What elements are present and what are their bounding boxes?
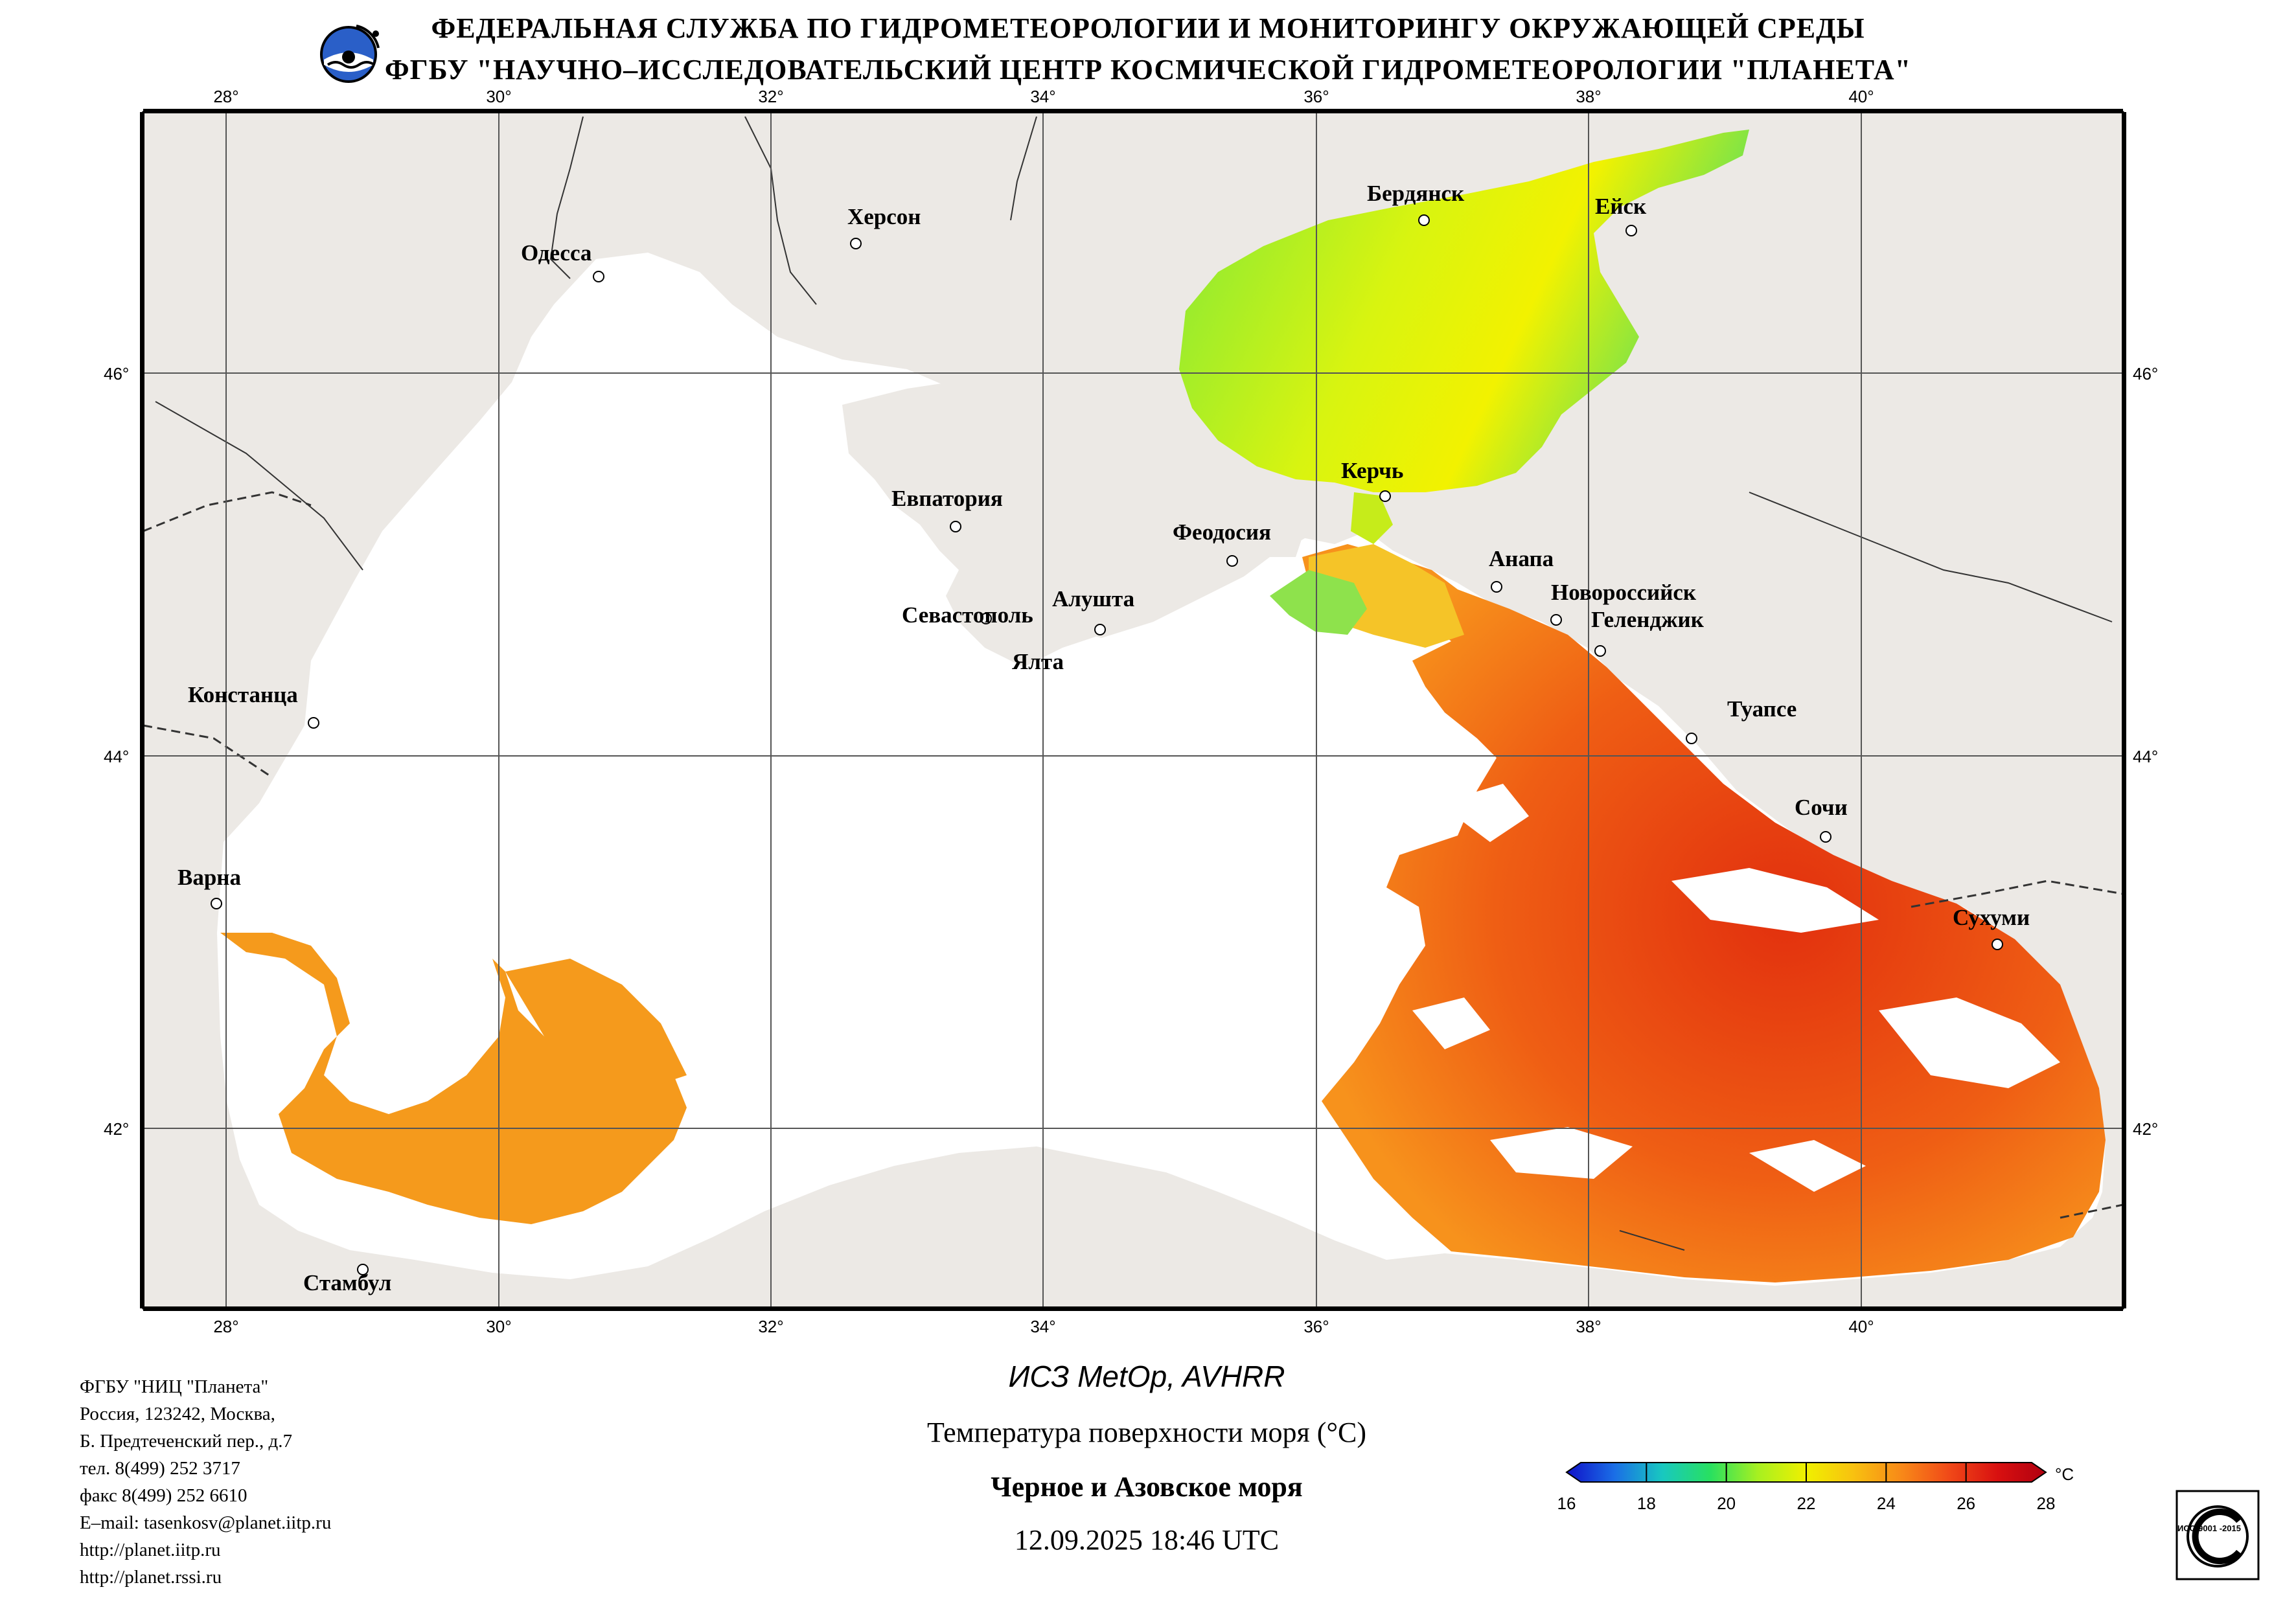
city-label-kherson: Херсон [847,204,921,229]
header-line-1: ФЕДЕРАЛЬНАЯ СЛУЖБА ПО ГИДРОМЕТЕОРОЛОГИИ … [431,12,1865,44]
lon-label-bottom-28: 28° [213,1317,238,1336]
city-label-evpatoria: Евпатория [891,486,1003,511]
lon-label-top-34: 34° [1030,87,1055,106]
city-label-tuapse: Туапсе [1727,696,1797,722]
lat-label-right-44: 44° [2133,747,2158,766]
address-line: E–mail: tasenkosv@planet.iitp.ru [80,1512,332,1533]
lat-label-right-46: 46° [2133,364,2158,383]
planeta-logo-icon [320,25,380,83]
city-label-anapa: Анапа [1489,546,1554,571]
sea-of-azov [1179,130,1749,492]
product-title: Температура поверхности моря (°C) [926,1417,1367,1448]
borders [143,491,2123,1219]
lon-label-top-38: 38° [1576,87,1601,106]
city-label-gelendzhik: Геленджик [1591,607,1705,632]
colorbar-ticks [1646,1463,1967,1482]
city-markers [211,214,2003,1275]
lon-label-top-40: 40° [1848,87,1874,106]
colorbar: 16 18 20 22 24 26 28 °C [1557,1462,2074,1513]
city-label-yalta: Ялта [1012,649,1064,674]
address-line: Россия, 123242, Москва, [80,1404,275,1424]
colorbar-tick-label: 18 [1637,1494,1656,1513]
lon-label-top-32: 32° [758,87,783,106]
colorbar-tick-label: 26 [1957,1494,1975,1513]
kerch-strait [1351,492,1393,544]
city-label-varna: Варна [178,865,241,890]
lat-label-left-42: 42° [104,1119,129,1139]
colorbar-tick-label: 20 [1717,1494,1736,1513]
lat-label-left-44: 44° [104,747,129,766]
crimea [842,379,1348,667]
lon-label-top-28: 28° [213,87,238,106]
satellite-name: ИСЗ MetOp, AVHRR [1008,1360,1285,1393]
colorbar-tick-label: 24 [1877,1494,1896,1513]
city-label-novorossiysk: Новороссийск [1551,580,1697,605]
header-line-2: ФГБУ "НАУЧНО–ИССЛЕДОВАТЕЛЬСКИЙ ЦЕНТР КОС… [384,54,1912,85]
address-line: тел. 8(499) 252 3717 [80,1458,240,1479]
city-label-yeysk: Ейск [1595,194,1647,219]
address-line: ФГБУ "НИЦ "Планета" [80,1376,269,1397]
city-label-berdyansk: Бердянск [1367,181,1465,206]
lon-label-bottom-40: 40° [1848,1317,1874,1336]
lat-label-right-42: 42° [2133,1119,2158,1139]
city-label-constanta: Констанца [188,682,298,707]
city-label-sukhumi: Сухуми [1953,905,2030,930]
lon-label-bottom-38: 38° [1576,1317,1601,1336]
sst-kerch-cool [1270,570,1367,635]
lat-label-left-46: 46° [104,364,129,383]
sst-southwest [220,933,687,1224]
colorbar-unit: °C [2055,1465,2074,1484]
svg-text:ИСО 9001 -2015: ИСО 9001 -2015 [2177,1523,2241,1533]
city-label-feodosia: Феодосия [1173,519,1271,545]
cloud-gaps-east [1412,784,2060,1192]
colorbar-tick-label: 16 [1557,1494,1576,1513]
address-line: http://planet.rssi.ru [80,1567,222,1588]
lon-label-bottom-34: 34° [1030,1317,1055,1336]
observation-datetime: 12.09.2025 18:46 UTC [1014,1524,1280,1556]
city-label-alushta: Алушта [1052,586,1134,611]
lon-label-top-36: 36° [1303,87,1329,106]
graticule [143,112,2123,1308]
city-label-kerch: Керчь [1341,458,1403,483]
iso-certification-badge: ИСО 9001 -2015 [2175,1490,2260,1580]
city-label-odessa: Одесса [521,240,591,266]
rivers [155,116,2113,1251]
address-line: http://planet.iitp.ru [80,1540,221,1560]
city-label-sochi: Сочи [1795,795,1848,820]
address-line: Б. Предтеченский пер., д.7 [80,1431,293,1452]
city-label-istanbul: Стамбул [303,1270,391,1295]
region-title: Черное и Азовское моря [991,1471,1303,1503]
lon-label-bottom-30: 30° [486,1317,511,1336]
frame-bars [140,109,2126,1311]
lon-label-top-30: 30° [486,87,511,106]
colorbar-tick-label: 28 [2037,1494,2056,1513]
sst-western-shelf-patch [505,959,687,1088]
colorbar-tick-label: 22 [1797,1494,1816,1513]
address-line: факс 8(499) 252 6610 [80,1485,247,1506]
lon-label-bottom-36: 36° [1303,1317,1329,1336]
lon-label-bottom-32: 32° [758,1317,783,1336]
city-label-sevastopol: Севастополь [902,602,1033,628]
